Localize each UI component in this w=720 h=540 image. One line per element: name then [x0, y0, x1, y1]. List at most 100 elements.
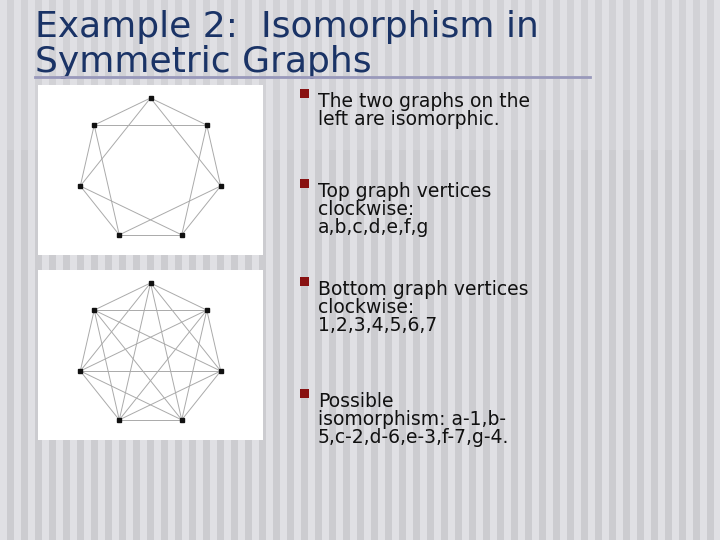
- Bar: [287, 0, 294, 540]
- Bar: [686, 0, 693, 540]
- Bar: [63, 0, 70, 540]
- Bar: [406, 0, 413, 540]
- Bar: [168, 0, 175, 540]
- Bar: [714, 0, 720, 540]
- Bar: [441, 0, 448, 540]
- Text: a,b,c,d,e,f,g: a,b,c,d,e,f,g: [318, 218, 429, 237]
- Bar: [490, 0, 497, 540]
- Bar: [126, 0, 133, 540]
- Bar: [651, 0, 658, 540]
- Bar: [294, 0, 301, 540]
- Bar: [182, 0, 189, 540]
- Bar: [420, 0, 427, 540]
- Bar: [483, 0, 490, 540]
- Text: Top graph vertices: Top graph vertices: [318, 182, 491, 201]
- Bar: [217, 0, 224, 540]
- Bar: [35, 0, 42, 540]
- Bar: [609, 0, 616, 540]
- Bar: [595, 0, 602, 540]
- Bar: [504, 0, 511, 540]
- Bar: [581, 0, 588, 540]
- Bar: [119, 0, 126, 540]
- Bar: [343, 0, 350, 540]
- Bar: [70, 0, 77, 540]
- Bar: [7, 0, 14, 540]
- Bar: [0, 0, 720, 150]
- Bar: [560, 0, 567, 540]
- Bar: [497, 0, 504, 540]
- Bar: [546, 0, 553, 540]
- Bar: [455, 0, 462, 540]
- Bar: [371, 0, 378, 540]
- Bar: [378, 0, 385, 540]
- Bar: [91, 0, 98, 540]
- Bar: [14, 0, 21, 540]
- Bar: [147, 0, 154, 540]
- Bar: [350, 0, 357, 540]
- Bar: [231, 0, 238, 540]
- Bar: [280, 0, 287, 540]
- Bar: [525, 0, 532, 540]
- Bar: [112, 0, 119, 540]
- Bar: [413, 0, 420, 540]
- Bar: [21, 0, 28, 540]
- Bar: [154, 0, 161, 540]
- Bar: [511, 0, 518, 540]
- Bar: [210, 0, 217, 540]
- Bar: [476, 0, 483, 540]
- Bar: [315, 0, 322, 540]
- Bar: [553, 0, 560, 540]
- Bar: [469, 0, 476, 540]
- Bar: [322, 0, 329, 540]
- Bar: [329, 0, 336, 540]
- Bar: [672, 0, 679, 540]
- Bar: [399, 0, 406, 540]
- Bar: [203, 0, 210, 540]
- Bar: [42, 0, 49, 540]
- Bar: [105, 0, 112, 540]
- Bar: [700, 0, 707, 540]
- Bar: [273, 0, 280, 540]
- Bar: [567, 0, 574, 540]
- Bar: [665, 0, 672, 540]
- Bar: [300, 389, 309, 398]
- Bar: [196, 0, 203, 540]
- Bar: [49, 0, 56, 540]
- Bar: [252, 0, 259, 540]
- Bar: [38, 85, 263, 255]
- Bar: [679, 0, 686, 540]
- Text: 1,2,3,4,5,6,7: 1,2,3,4,5,6,7: [318, 316, 437, 335]
- Bar: [658, 0, 665, 540]
- Text: clockwise:: clockwise:: [318, 298, 414, 317]
- Text: 5,c-2,d-6,e-3,f-7,g-4.: 5,c-2,d-6,e-3,f-7,g-4.: [318, 428, 509, 447]
- Bar: [77, 0, 84, 540]
- Bar: [637, 0, 644, 540]
- Bar: [224, 0, 231, 540]
- Bar: [532, 0, 539, 540]
- Bar: [623, 0, 630, 540]
- Bar: [56, 0, 63, 540]
- Bar: [357, 0, 364, 540]
- Bar: [427, 0, 434, 540]
- Bar: [364, 0, 371, 540]
- Bar: [644, 0, 651, 540]
- Bar: [38, 270, 263, 440]
- Bar: [462, 0, 469, 540]
- Bar: [300, 89, 309, 98]
- Bar: [161, 0, 168, 540]
- Bar: [238, 0, 245, 540]
- Bar: [616, 0, 623, 540]
- Bar: [266, 0, 273, 540]
- Bar: [448, 0, 455, 540]
- Bar: [245, 0, 252, 540]
- Bar: [434, 0, 441, 540]
- Bar: [140, 0, 147, 540]
- Bar: [300, 179, 309, 188]
- Bar: [518, 0, 525, 540]
- Text: Bottom graph vertices: Bottom graph vertices: [318, 280, 528, 299]
- Bar: [707, 0, 714, 540]
- Bar: [300, 277, 309, 286]
- Bar: [602, 0, 609, 540]
- Text: isomorphism: a-1,b-: isomorphism: a-1,b-: [318, 410, 506, 429]
- Bar: [693, 0, 700, 540]
